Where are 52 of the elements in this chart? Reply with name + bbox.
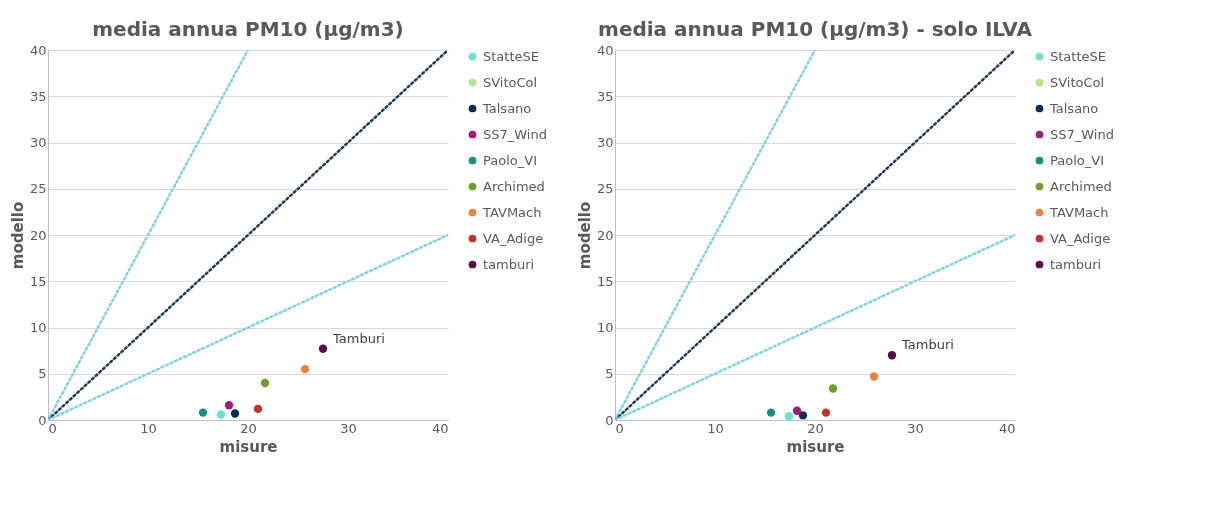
x-tick-label: 20	[807, 420, 824, 436]
legend-label: Talsano	[482, 100, 532, 116]
legend-label: StatteSE	[483, 48, 539, 64]
x-axis-title: misure	[786, 437, 845, 456]
y-tick-label: 25	[596, 181, 614, 197]
legend-label: StatteSE	[1050, 48, 1106, 64]
x-tick-label: 10	[707, 420, 724, 436]
y-tick-label: 35	[29, 88, 47, 104]
legend-label: SVitoCol	[1050, 74, 1105, 90]
y-tick-label: 20	[29, 227, 47, 243]
legend-label: tamburi	[483, 256, 535, 272]
y-tick-label: 10	[29, 320, 47, 335]
legend-label: SS7_Wind	[483, 126, 547, 142]
y-tick-label: 40	[29, 42, 47, 58]
y-tick-label: 10	[596, 320, 614, 335]
legend-label: VA_Adige	[483, 230, 544, 246]
y-tick-label: 5	[38, 366, 47, 382]
y-tick-label: 15	[596, 273, 614, 289]
x-tick-label: 30	[907, 420, 924, 436]
y-tick-label: 15	[29, 273, 47, 289]
x-tick-label: 20	[240, 420, 257, 436]
y-tick-label: 25	[29, 181, 47, 197]
legend-label: Archimed	[483, 178, 545, 194]
chart-title: media annua PM10 (µg/m3)	[92, 17, 404, 41]
legend-label: Archimed	[1050, 178, 1112, 194]
x-tick-label: 30	[340, 420, 357, 436]
legend-label: TAVMach	[1049, 204, 1109, 220]
legend-label: Talsano	[1049, 100, 1099, 116]
annotation: Tamburi	[332, 330, 385, 346]
y-tick-label: 40	[596, 42, 614, 58]
legend-label: TAVMach	[482, 204, 542, 220]
x-tick-label: 40	[998, 420, 1016, 436]
legend-label: Paolo_VI	[483, 152, 537, 168]
annotation: Tamburi	[901, 337, 954, 353]
y-axis-title: modello	[575, 201, 594, 270]
x-tick-label: 0	[48, 420, 57, 436]
chart-title: media annua PM10 (µg/m3) - solo ILVA	[598, 17, 1033, 41]
legend-label: Paolo_VI	[1050, 152, 1104, 168]
y-tick-label: 35	[596, 88, 614, 104]
x-tick-label: 10	[140, 420, 157, 436]
legend-label: SS7_Wind	[1050, 126, 1114, 142]
y-tick-label: 30	[29, 135, 47, 150]
x-axis-title: misure	[219, 437, 278, 456]
y-tick-label: 30	[596, 135, 614, 150]
legend-label: VA_Adige	[1050, 230, 1111, 246]
x-tick-label: 0	[615, 420, 624, 436]
y-tick-label: 5	[605, 366, 614, 382]
legend-label: SVitoCol	[483, 74, 538, 90]
x-tick-label: 40	[431, 420, 449, 436]
legend-label: tamburi	[1050, 256, 1102, 272]
y-tick-label: 20	[596, 227, 614, 243]
y-axis-title: modello	[8, 201, 27, 270]
